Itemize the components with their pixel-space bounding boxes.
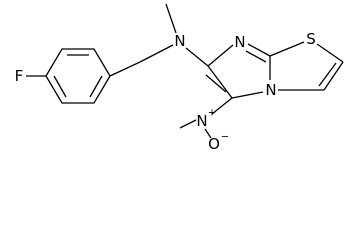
atom-label: N bbox=[174, 32, 185, 50]
atom-charge: + bbox=[208, 108, 216, 119]
structure-diagram: F N N S N N + O − bbox=[15, 3, 344, 151]
atom-labels: F N N S N N + O − bbox=[15, 30, 316, 151]
atom-label: F bbox=[15, 67, 24, 85]
bonds bbox=[26, 3, 344, 139]
atom-label: N bbox=[265, 81, 276, 99]
atom-charge: − bbox=[221, 132, 229, 143]
atom-label: N bbox=[234, 33, 245, 51]
atom-label: N bbox=[196, 112, 207, 130]
atom-label: S bbox=[306, 30, 316, 48]
atom-label: O bbox=[208, 135, 220, 151]
